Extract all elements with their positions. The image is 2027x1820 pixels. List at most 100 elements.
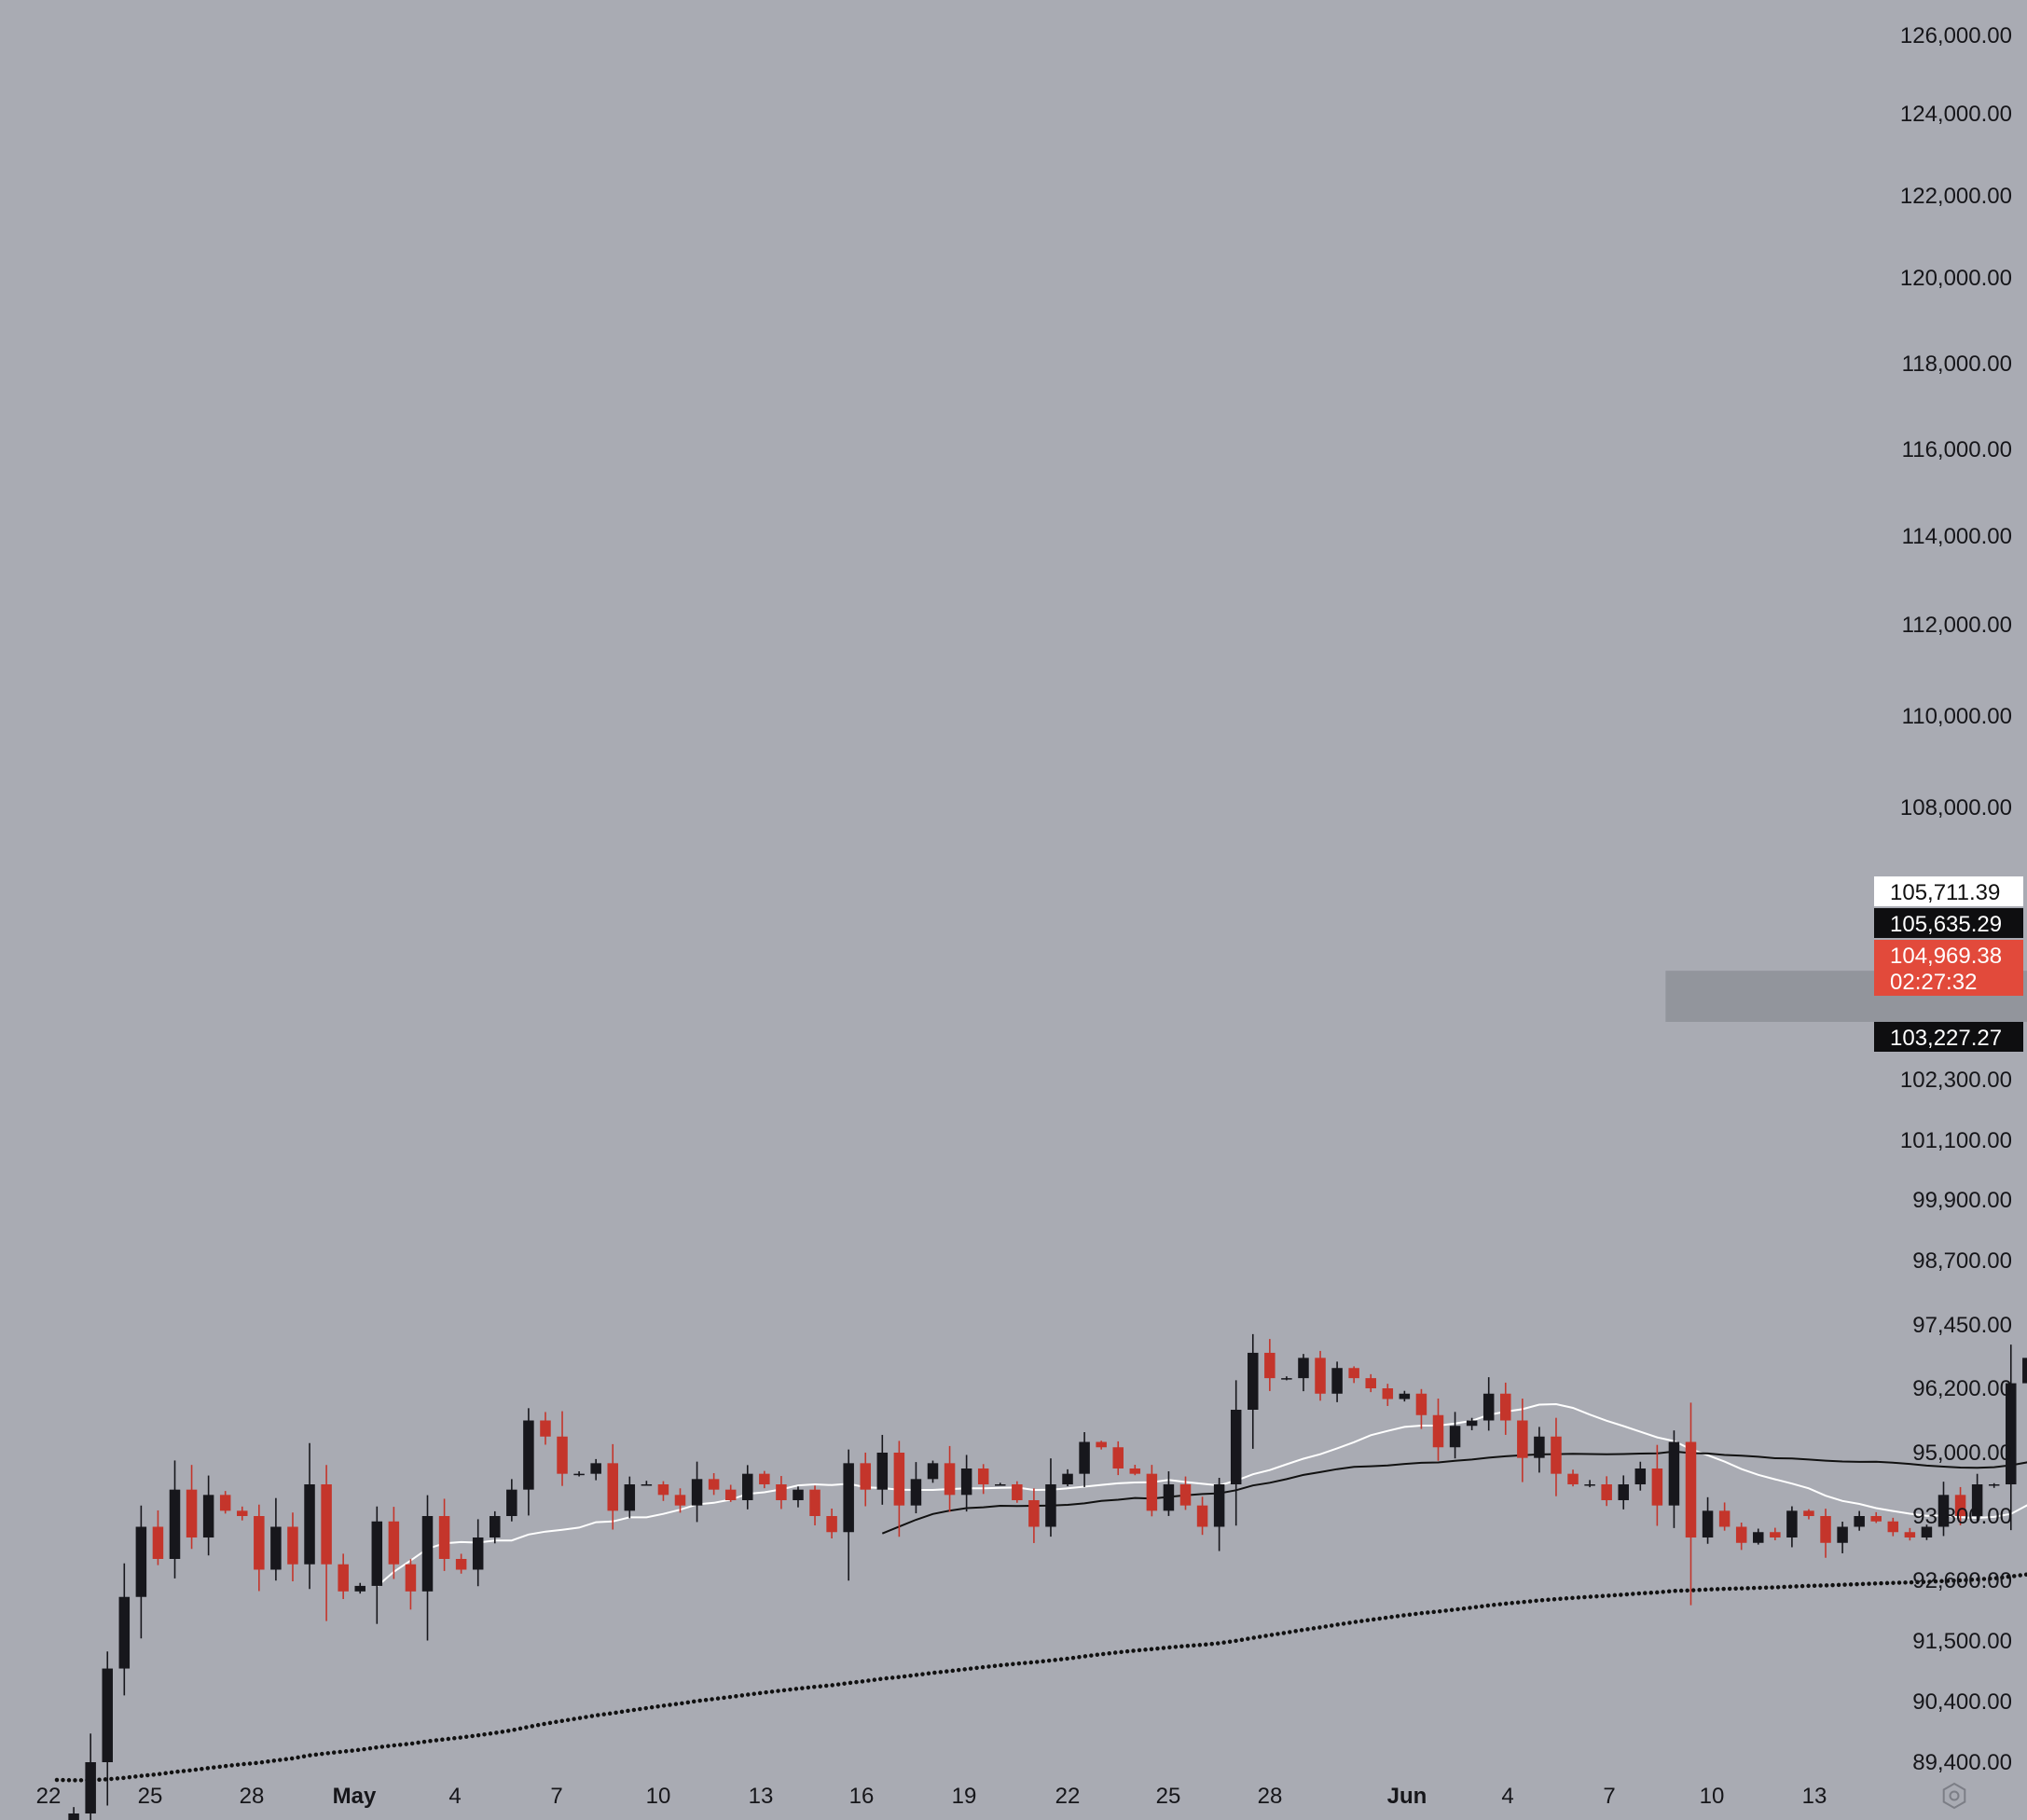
candle [1668,1430,1680,1528]
candle [1786,1506,1798,1548]
candle [1887,1517,1899,1537]
price-tag-black: 103,227.27 [1874,1022,2023,1052]
candle [421,1495,434,1641]
candle [1146,1465,1158,1517]
x-tick-label: 10 [1700,1784,1725,1809]
candle [1112,1441,1124,1476]
candle [287,1512,298,1581]
y-tick-label: 99,900.00 [1912,1188,2012,1213]
candle [135,1505,147,1639]
x-tick-label: 25 [1156,1784,1181,1809]
candle [1315,1350,1326,1401]
x-tick-label: 4 [448,1784,461,1809]
candle [708,1472,720,1496]
candle [893,1441,905,1537]
candle [1096,1441,1107,1450]
price-tag-label: 105,711.39 [1890,880,2000,905]
candle [169,1460,181,1579]
candle [1062,1468,1073,1487]
candle [118,1563,131,1696]
candle [1365,1373,1376,1393]
candle [573,1471,585,1477]
ma-slow-dotted-line [54,1572,2027,1783]
candle [1702,1496,1714,1544]
x-tick-label: 13 [749,1784,774,1809]
price-tag-label: 104,969.38 [1890,944,2002,969]
candle [1129,1465,1141,1476]
candle [438,1498,450,1571]
x-tick-label: 13 [1802,1784,1827,1809]
candle [1551,1417,1562,1496]
candle [724,1484,737,1502]
price-tag-label: 103,227.27 [1890,1026,2002,1051]
candle [338,1553,349,1600]
candle [1954,1486,1966,1525]
x-tick-label: 22 [1055,1784,1081,1809]
candle [254,1504,265,1592]
candle [960,1455,972,1512]
candle [321,1465,332,1621]
y-tick-label: 114,000.00 [1902,524,2012,549]
candle [1079,1432,1090,1487]
candle [1500,1382,1511,1435]
candle [1735,1523,1747,1551]
price-tag-white: 105,711.39 [1874,876,2023,906]
candle [506,1479,517,1522]
candle [1028,1488,1040,1543]
x-tick-label: 28 [240,1784,265,1809]
y-tick-label: 97,450.00 [1912,1313,2012,1338]
candle [1298,1354,1309,1392]
candle [354,1582,365,1594]
candle [1163,1471,1175,1516]
candle [405,1559,417,1610]
y-tick-label: 118,000.00 [1902,352,2012,377]
candle [1567,1469,1579,1487]
price-tag-label: 105,635.29 [1890,912,2002,937]
candle [472,1519,484,1587]
y-tick-label: 95,000.00 [1912,1441,2012,1466]
candle [624,1476,636,1519]
x-tick-label: May [333,1784,377,1809]
candle [1584,1480,1595,1488]
candle [1651,1444,1663,1526]
candle [1449,1412,1461,1459]
candle [657,1481,669,1501]
x-tick-label: 10 [646,1784,671,1809]
candle [1012,1481,1023,1503]
candle [1281,1376,1292,1381]
candle [219,1491,231,1514]
candle [995,1482,1006,1486]
candle [1618,1475,1629,1510]
candle [607,1443,618,1530]
candle [1466,1417,1478,1430]
candle [977,1464,989,1495]
candle [202,1475,214,1556]
price-tag-black: 105,635.29 [1874,908,2023,938]
candle [1213,1477,1225,1551]
candle [1937,1482,1950,1537]
price-tag-countdown: 02:27:32 [1890,970,1977,995]
x-tick-label: 16 [849,1784,875,1809]
candle [843,1449,854,1581]
candle [1601,1476,1612,1507]
x-tick-label: 4 [1501,1784,1513,1809]
y-tick-label: 92,600.00 [1912,1568,2012,1593]
y-tick-label: 120,000.00 [1900,266,2012,291]
candle [1820,1509,1831,1558]
candle [1837,1522,1848,1553]
settings-hexagon-icon[interactable] [1942,1782,1966,1810]
candle [1179,1476,1192,1510]
candle [674,1488,686,1513]
candle [860,1452,871,1507]
ma-fast-line [376,1402,2027,1588]
candle [1685,1402,1697,1606]
candle [1854,1510,1865,1531]
x-tick-label: 19 [952,1784,977,1809]
candle [186,1465,198,1550]
candle [793,1486,804,1508]
candle [590,1458,601,1481]
candle [944,1445,956,1512]
